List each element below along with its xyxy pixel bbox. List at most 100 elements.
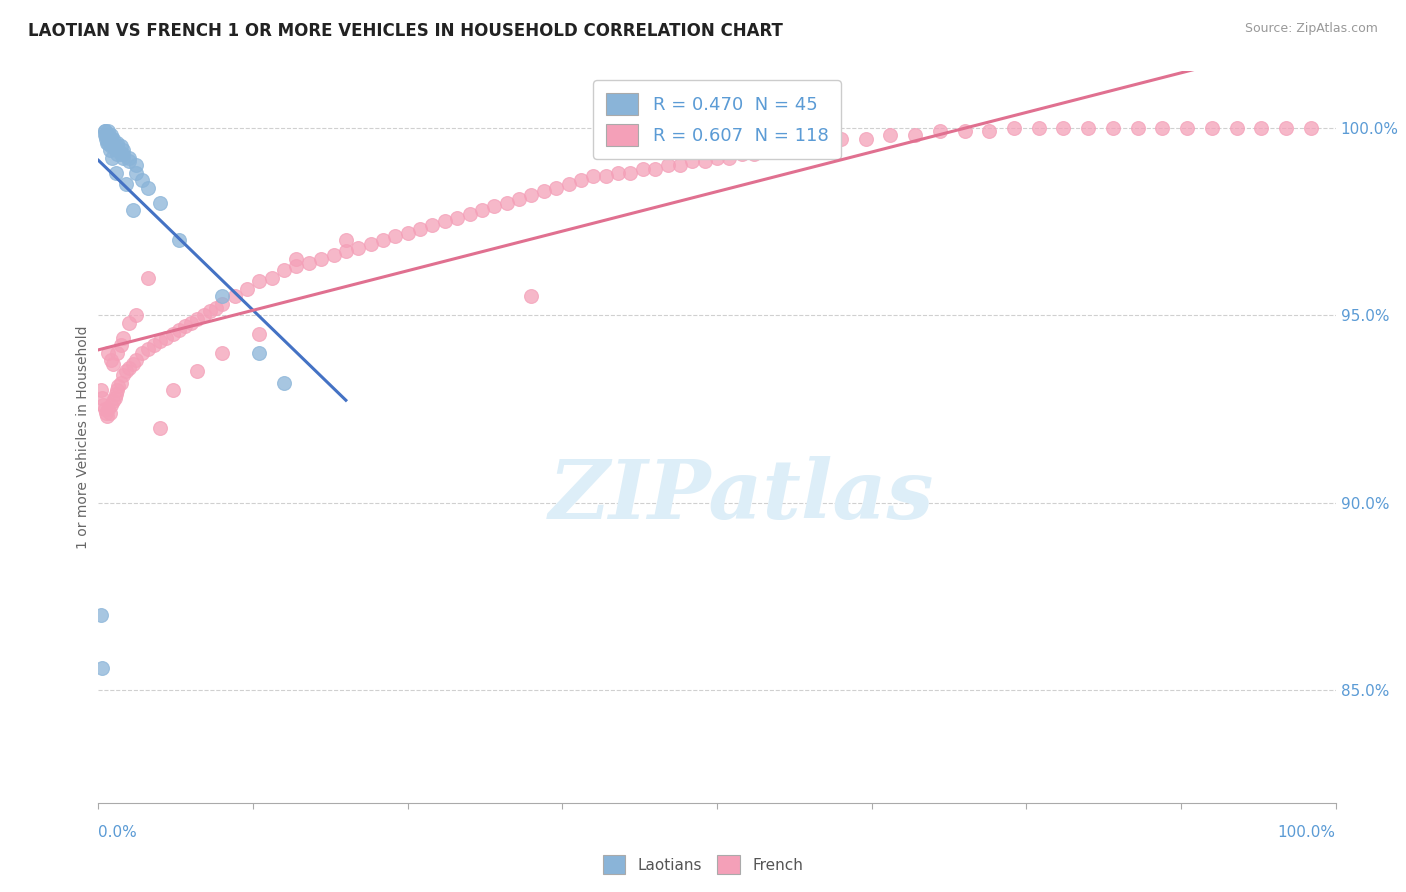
Point <box>122 203 145 218</box>
Point <box>124 353 146 368</box>
Point <box>100 353 122 368</box>
Point <box>631 161 654 176</box>
Point <box>273 263 295 277</box>
Point <box>458 207 481 221</box>
Point <box>644 161 666 176</box>
Point <box>96 409 118 424</box>
Point <box>107 379 129 393</box>
Point <box>110 338 132 352</box>
Point <box>110 147 132 161</box>
Text: 100.0%: 100.0% <box>1278 825 1336 840</box>
Point <box>118 316 141 330</box>
Point <box>110 139 132 153</box>
Point <box>495 195 517 210</box>
Point <box>103 132 125 146</box>
Point <box>105 383 128 397</box>
Point <box>755 143 778 157</box>
Point <box>780 139 803 153</box>
Point <box>1175 120 1198 135</box>
Point <box>360 236 382 251</box>
Point <box>96 136 118 150</box>
Point <box>104 166 127 180</box>
Point <box>298 255 321 269</box>
Point <box>1299 120 1322 135</box>
Point <box>114 364 136 378</box>
Point <box>371 233 394 247</box>
Point <box>422 218 444 232</box>
Point <box>546 180 568 194</box>
Legend: R = 0.470  N = 45, R = 0.607  N = 118: R = 0.470 N = 45, R = 0.607 N = 118 <box>593 80 841 159</box>
Point <box>90 608 112 623</box>
Point <box>198 304 221 318</box>
Point <box>928 124 950 138</box>
Point <box>224 289 246 303</box>
Point <box>124 308 146 322</box>
Point <box>247 274 270 288</box>
Point <box>693 154 716 169</box>
Point <box>136 180 159 194</box>
Point <box>93 398 115 412</box>
Point <box>520 188 543 202</box>
Point <box>1077 120 1099 135</box>
Point <box>433 214 456 228</box>
Point <box>557 177 579 191</box>
Point <box>91 661 114 675</box>
Text: Source: ZipAtlas.com: Source: ZipAtlas.com <box>1244 22 1378 36</box>
Point <box>193 308 215 322</box>
Point <box>97 128 120 142</box>
Point <box>98 406 121 420</box>
Point <box>582 169 605 184</box>
Point <box>131 173 153 187</box>
Point <box>105 147 128 161</box>
Point <box>103 139 125 153</box>
Point <box>124 166 146 180</box>
Point <box>94 132 117 146</box>
Point <box>124 158 146 172</box>
Point <box>706 151 728 165</box>
Point <box>105 136 128 150</box>
Point <box>155 331 177 345</box>
Point <box>669 158 692 172</box>
Point <box>131 345 153 359</box>
Point <box>205 301 228 315</box>
Point <box>309 252 332 266</box>
Point <box>830 132 852 146</box>
Point <box>335 244 357 259</box>
Point <box>94 406 117 420</box>
Point <box>731 147 754 161</box>
Point <box>953 124 976 138</box>
Point <box>93 401 115 416</box>
Point <box>90 383 112 397</box>
Point <box>409 222 432 236</box>
Point <box>396 226 419 240</box>
Point <box>471 203 494 218</box>
Point <box>97 401 120 416</box>
Point <box>335 233 357 247</box>
Point <box>112 143 135 157</box>
Point <box>186 312 208 326</box>
Point <box>742 147 765 161</box>
Point <box>211 345 233 359</box>
Point <box>520 289 543 303</box>
Point <box>93 128 115 142</box>
Point <box>285 260 308 274</box>
Point <box>247 326 270 341</box>
Point <box>718 151 741 165</box>
Point <box>384 229 406 244</box>
Legend: Laotians, French: Laotians, French <box>596 849 810 880</box>
Point <box>97 345 120 359</box>
Point <box>105 143 128 157</box>
Point <box>104 387 127 401</box>
Point <box>657 158 679 172</box>
Point <box>98 143 121 157</box>
Point <box>91 391 114 405</box>
Point <box>100 139 122 153</box>
Point <box>533 185 555 199</box>
Point <box>93 124 115 138</box>
Y-axis label: 1 or more Vehicles in Household: 1 or more Vehicles in Household <box>76 326 90 549</box>
Point <box>112 151 135 165</box>
Point <box>100 398 122 412</box>
Point <box>347 241 370 255</box>
Point <box>100 136 122 150</box>
Point <box>273 376 295 390</box>
